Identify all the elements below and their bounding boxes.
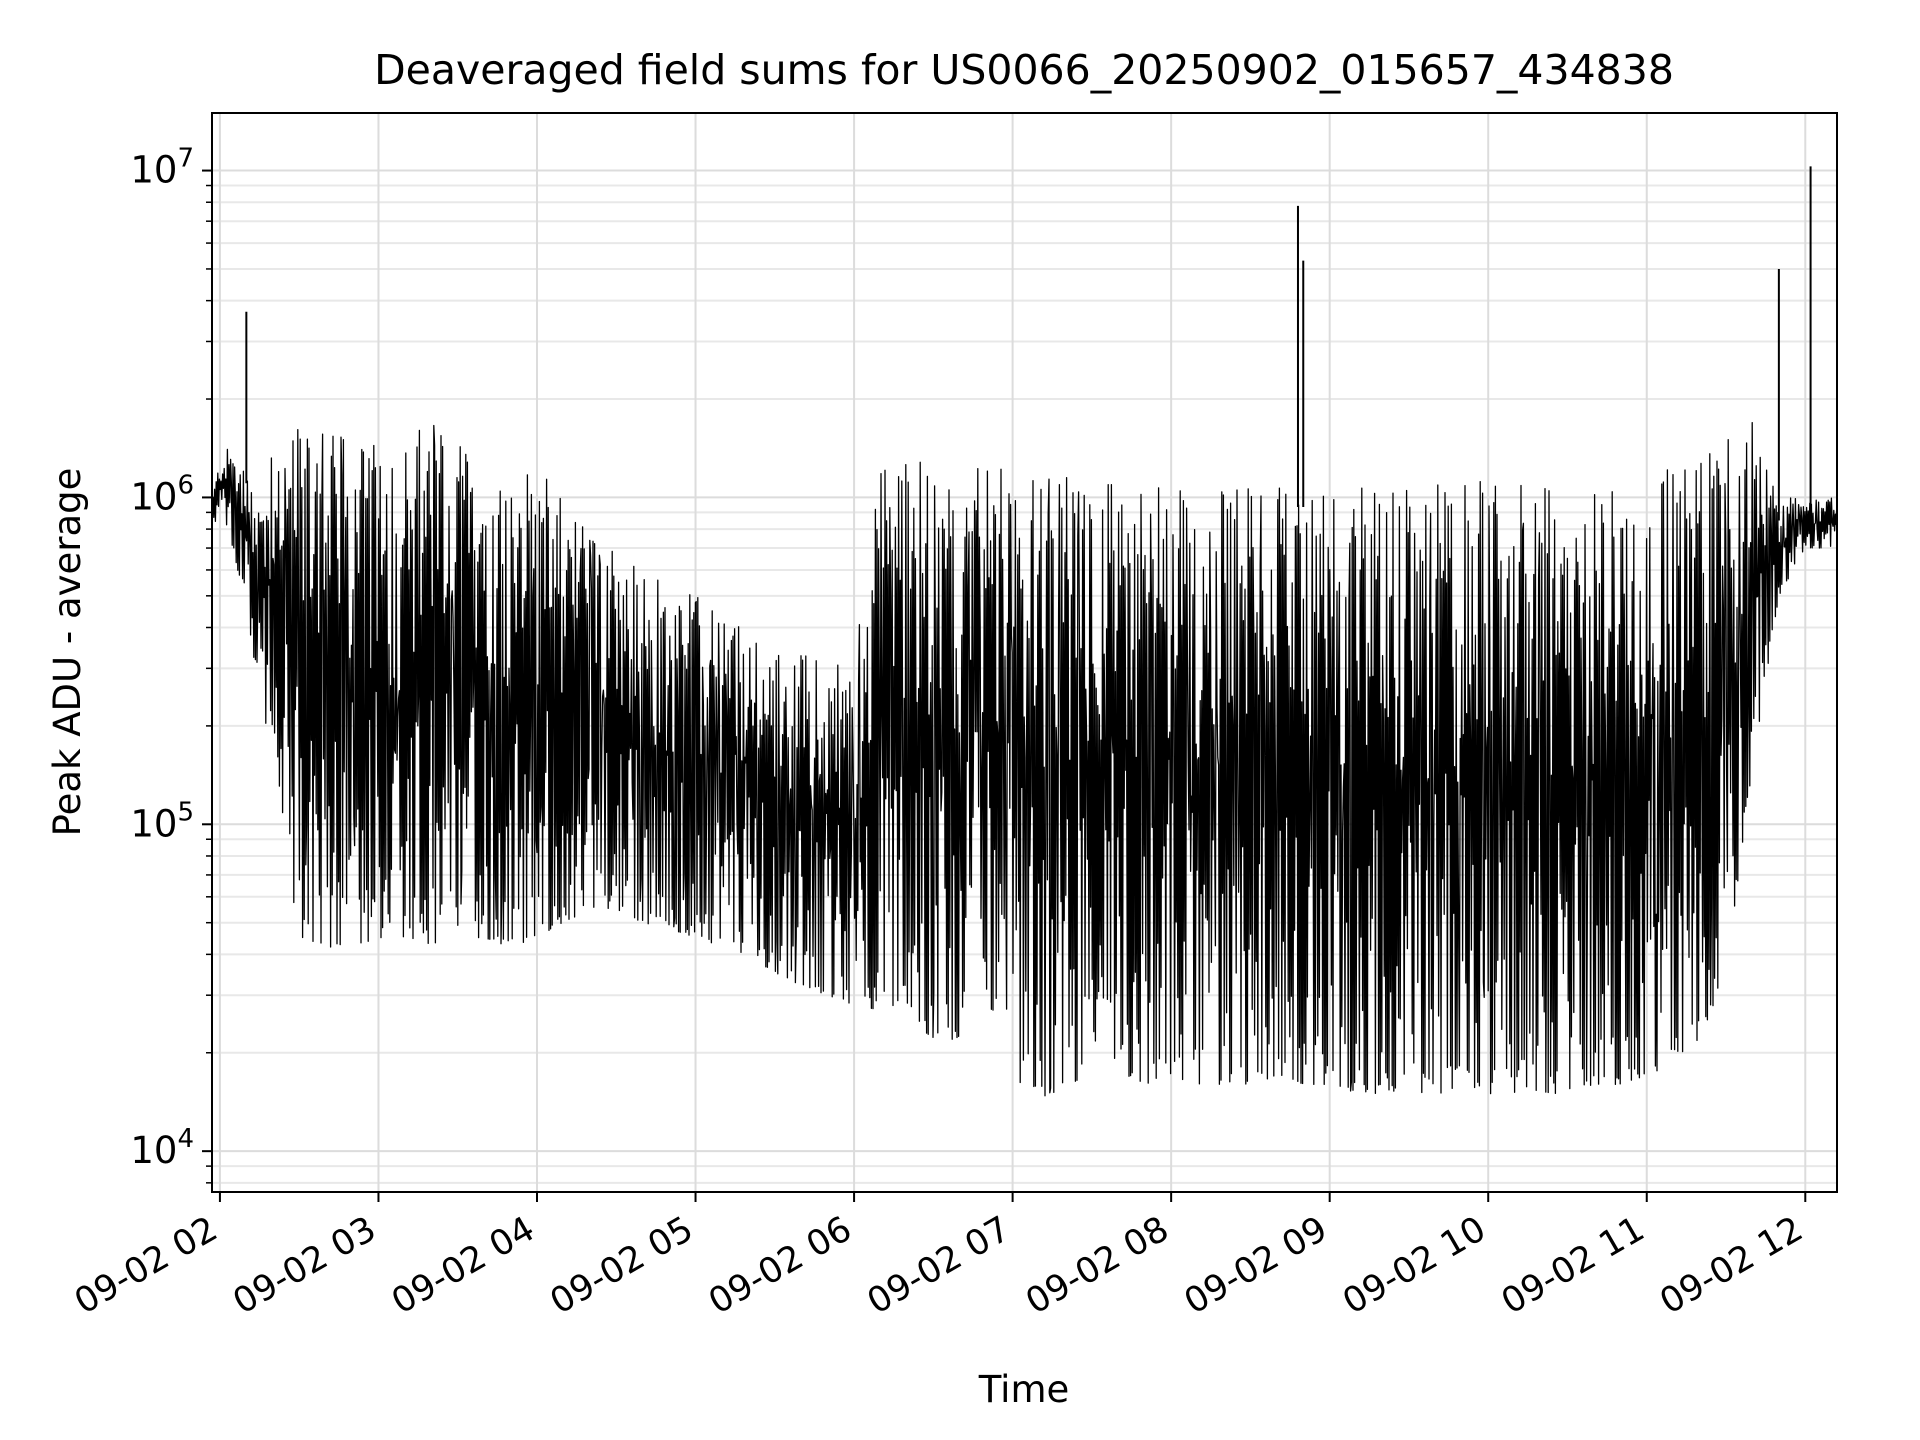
chart-title: Deaveraged field sums for US0066_2025090…: [374, 46, 1674, 94]
y-tick-label: 106: [130, 470, 194, 518]
y-axis-ticks: 104 105 106 107: [130, 144, 212, 1184]
y-tick-label: 104: [130, 1124, 194, 1172]
y-axis-label: Peak ADU - average: [46, 468, 89, 837]
y-tick-label: 107: [130, 144, 194, 192]
plot-frame: [211, 112, 1838, 1193]
series-layer: [212, 166, 1838, 1097]
series-line: [212, 421, 1838, 1097]
y-tick-label: 105: [130, 797, 194, 845]
x-axis-label: Time: [978, 1368, 1070, 1411]
